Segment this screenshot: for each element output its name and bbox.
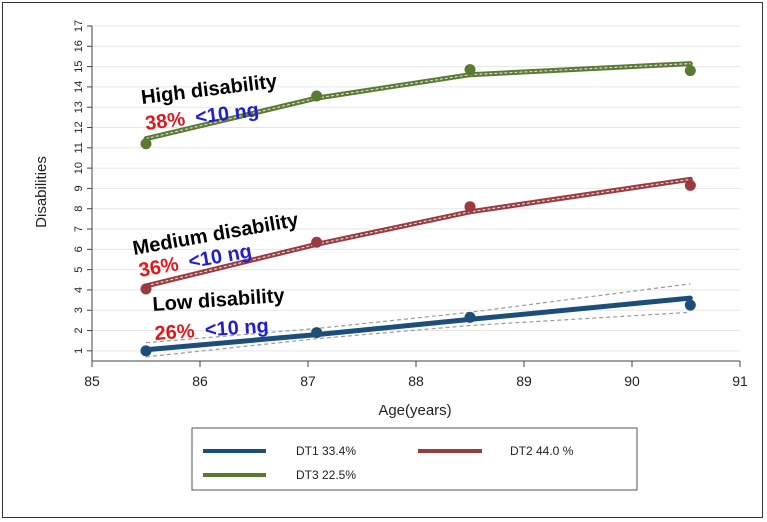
x-tick-label-86: 86 xyxy=(192,373,208,389)
data-points xyxy=(140,64,696,357)
y-tick-label-2: 2 xyxy=(73,327,85,333)
y-tick-label-9: 9 xyxy=(73,185,85,191)
dt1-fit-line xyxy=(143,295,693,353)
x-axis-title: Age(years) xyxy=(378,402,451,419)
dt1-point xyxy=(684,299,696,311)
x-tick-label-89: 89 xyxy=(516,373,532,389)
dt1-ci-upper xyxy=(145,283,691,344)
dt2-point xyxy=(140,283,152,295)
y-tick-label-5: 5 xyxy=(73,267,85,273)
y-tick-label-14: 14 xyxy=(73,81,85,93)
high-disability-pct: 38% xyxy=(144,108,187,135)
high-disability-label: High disability xyxy=(140,70,279,109)
high-disability-threshold: <10 ng xyxy=(194,99,260,129)
y-tick-label-1: 1 xyxy=(73,348,85,354)
legend: DT1 33.4% DT2 44.0 % DT3 22.5% xyxy=(191,427,638,491)
x-tick-label-87: 87 xyxy=(300,373,316,389)
y-tick-label-13: 13 xyxy=(73,101,85,113)
dt3-point xyxy=(140,138,152,150)
dt2-point xyxy=(684,179,696,191)
dt3-point xyxy=(464,64,476,76)
y-tick-label-8: 8 xyxy=(73,206,85,212)
y-tick-label-12: 12 xyxy=(73,121,85,133)
dt2-point xyxy=(464,201,476,213)
y-tick-label-6: 6 xyxy=(73,246,85,252)
y-tick-label-10: 10 xyxy=(73,162,85,174)
confidence-bands xyxy=(145,283,691,358)
dt1-point xyxy=(311,327,323,339)
legend-label-dt1: DT1 33.4% xyxy=(296,444,356,458)
x-tick-label-85: 85 xyxy=(84,373,100,389)
dt1-point xyxy=(140,345,152,357)
y-tick-label-7: 7 xyxy=(73,226,85,232)
dt3-point xyxy=(684,65,696,77)
dt3-fit-center xyxy=(145,63,691,140)
legend-label-dt2: DT2 44.0 % xyxy=(510,444,574,458)
dt1-ci-lower xyxy=(145,311,691,358)
y-tick-label-11: 11 xyxy=(73,142,85,153)
low-disability-stats: 26% <10 ng xyxy=(154,315,270,345)
low-disability-pct: 26% xyxy=(154,320,196,345)
y-axis-title: Disabilities xyxy=(33,156,50,228)
legend-label-dt3: DT3 22.5% xyxy=(296,468,356,482)
y-tick-label-4: 4 xyxy=(73,287,85,293)
y-tick-label-15: 15 xyxy=(73,60,85,72)
dt1-point xyxy=(464,311,476,323)
y-tick-label-16: 16 xyxy=(73,40,85,52)
dt3-point xyxy=(311,90,323,102)
x-tick-label-91: 91 xyxy=(732,373,748,389)
x-tick-label-90: 90 xyxy=(624,373,640,389)
grid-lines xyxy=(92,25,740,352)
low-disability-threshold: <10 ng xyxy=(204,315,269,341)
dt2-point xyxy=(311,236,323,248)
y-tick-label-3: 3 xyxy=(73,307,85,313)
fit-lines xyxy=(143,61,693,353)
x-tick-label-88: 88 xyxy=(408,373,424,389)
dt2-fit-center xyxy=(145,178,691,287)
legend-box xyxy=(191,427,638,491)
y-tick-label-17: 17 xyxy=(73,20,85,32)
